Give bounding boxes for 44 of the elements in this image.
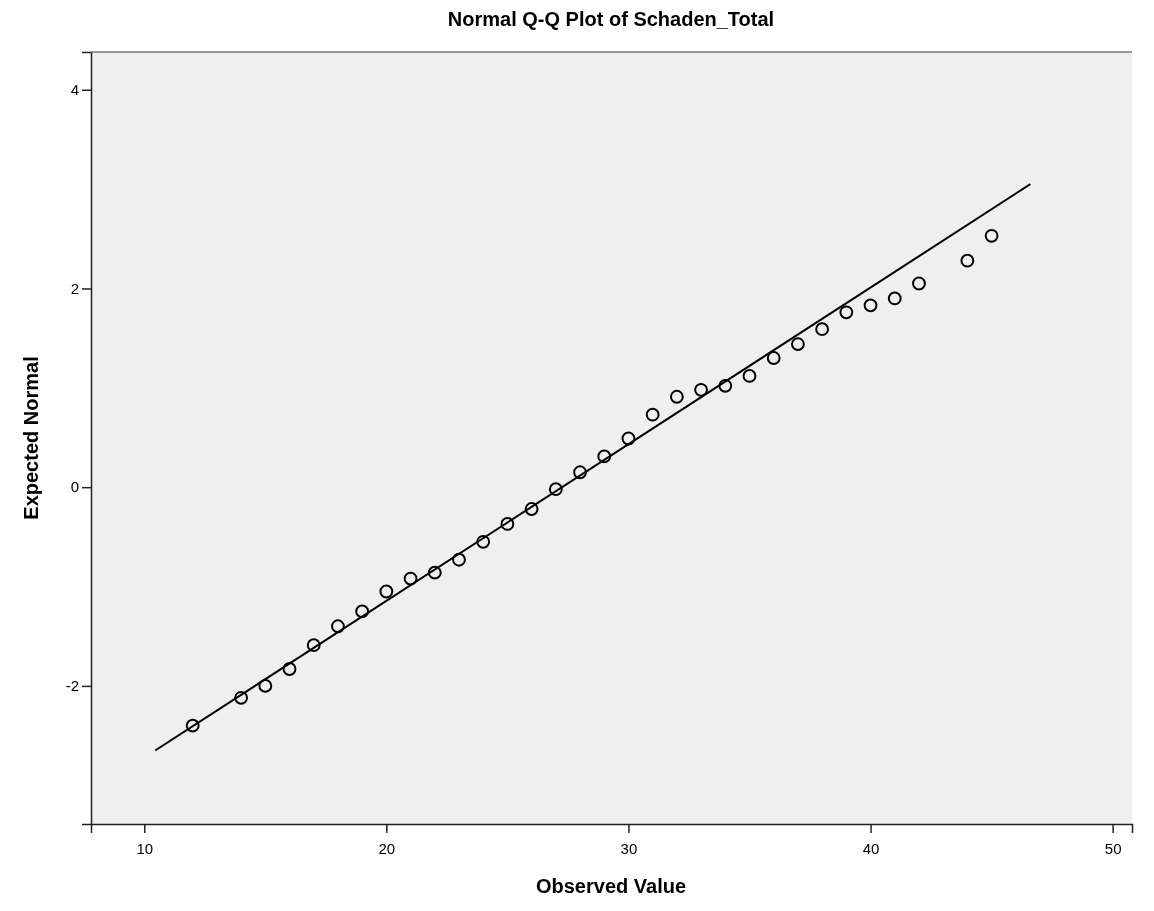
y-tick-label: 2 (70, 279, 79, 297)
point (669, 389, 684, 404)
point (548, 482, 563, 497)
x-tick-label: 40 (862, 840, 880, 857)
point (573, 465, 587, 480)
point (355, 604, 370, 619)
point (815, 322, 830, 337)
point (258, 678, 273, 693)
x-axis-title: Observed Value (535, 875, 687, 897)
point (839, 305, 854, 320)
point (694, 382, 708, 397)
point (234, 690, 249, 705)
point (306, 638, 321, 653)
chart-title: Normal Q-Q Plot of Schaden_Total (447, 8, 775, 30)
x-tick-label: 50 (1104, 840, 1122, 857)
x-tick-label: 30 (620, 840, 638, 857)
point (863, 298, 878, 313)
point (500, 517, 515, 531)
point (524, 502, 539, 516)
y-tick-label: 0 (70, 478, 79, 496)
point (790, 337, 805, 352)
point (742, 369, 757, 383)
y-tick-label: -2 (65, 677, 79, 695)
point (766, 351, 781, 365)
point (960, 253, 975, 268)
x-tick-label: 10 (136, 840, 154, 857)
point (331, 619, 345, 634)
point (282, 662, 297, 676)
point (645, 407, 660, 422)
point (984, 228, 999, 243)
point (887, 291, 902, 306)
point (185, 718, 200, 733)
y-axis-title: Expected Normal (20, 356, 42, 520)
point (427, 565, 442, 580)
x-tick-label: 20 (378, 840, 396, 857)
point (621, 431, 636, 446)
point (718, 378, 733, 393)
point (476, 534, 491, 549)
y-tick-label: 4 (70, 81, 79, 99)
point (452, 552, 466, 567)
point (912, 276, 926, 291)
point (379, 584, 394, 599)
point (597, 449, 612, 464)
point (403, 571, 418, 586)
